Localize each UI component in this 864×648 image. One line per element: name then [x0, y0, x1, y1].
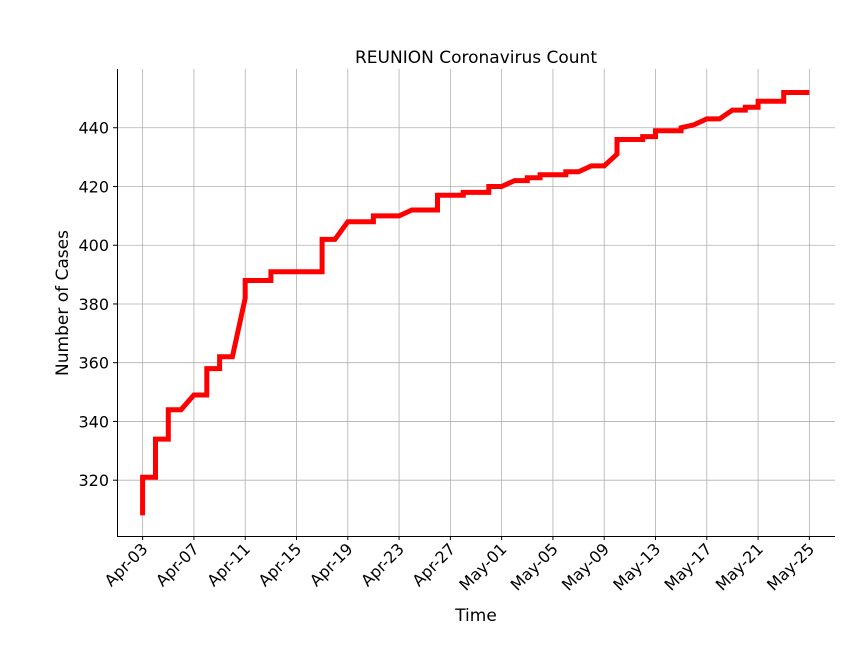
y-axis-title: Number of Cases	[53, 230, 73, 376]
series-line-0	[140, 90, 810, 516]
y-tick-label: 340	[78, 412, 109, 431]
y-tick-label: 440	[78, 119, 109, 138]
series-group	[140, 90, 810, 516]
y-axis-ticks: 320 340 360 380 400 420 440	[78, 119, 117, 490]
y-tick-label: 420	[78, 177, 109, 196]
y-tick-label: 400	[78, 236, 109, 255]
y-tick-label: 360	[78, 354, 109, 373]
y-tick-label: 320	[78, 471, 109, 490]
y-tick-label: 380	[78, 295, 109, 314]
chart-title: REUNION Coronavirus Count	[355, 48, 597, 68]
x-axis-title: Time	[454, 606, 497, 626]
